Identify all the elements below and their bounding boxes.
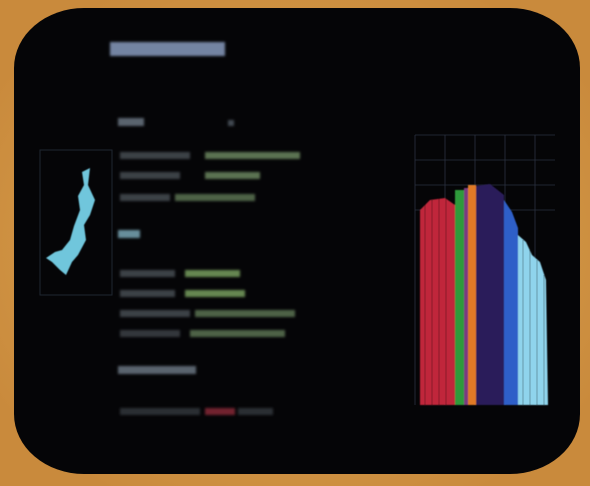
red-band	[420, 198, 455, 405]
blue-band	[504, 200, 518, 405]
text-blob	[118, 118, 144, 126]
text-blob	[205, 408, 235, 415]
orange-band	[468, 185, 476, 405]
map-frame	[39, 149, 113, 296]
text-blob	[120, 310, 190, 317]
scanlines	[424, 198, 545, 405]
text-blob	[120, 152, 190, 159]
green-band	[455, 190, 464, 405]
cyan-band	[518, 235, 548, 405]
text-blob	[195, 310, 295, 317]
title-blob	[110, 42, 225, 56]
text-blob	[120, 270, 175, 277]
text-blob	[190, 330, 285, 337]
text-blob	[120, 290, 175, 297]
text-blob	[205, 152, 300, 159]
purple-band	[464, 188, 468, 405]
text-blob	[205, 172, 260, 179]
text-blob	[185, 270, 240, 277]
text-blob	[228, 120, 234, 126]
bars	[420, 184, 548, 405]
text-blob	[185, 290, 245, 297]
text-blob	[118, 230, 140, 238]
text-blob	[175, 194, 255, 201]
text-blob	[120, 194, 170, 201]
map-shape	[46, 168, 95, 275]
text-blob	[120, 172, 180, 179]
screen-text	[110, 42, 300, 415]
text-blob	[118, 366, 196, 374]
text-blob	[120, 330, 180, 337]
text-blob	[238, 408, 273, 415]
text-blob	[120, 408, 200, 415]
violet-band	[476, 184, 504, 405]
